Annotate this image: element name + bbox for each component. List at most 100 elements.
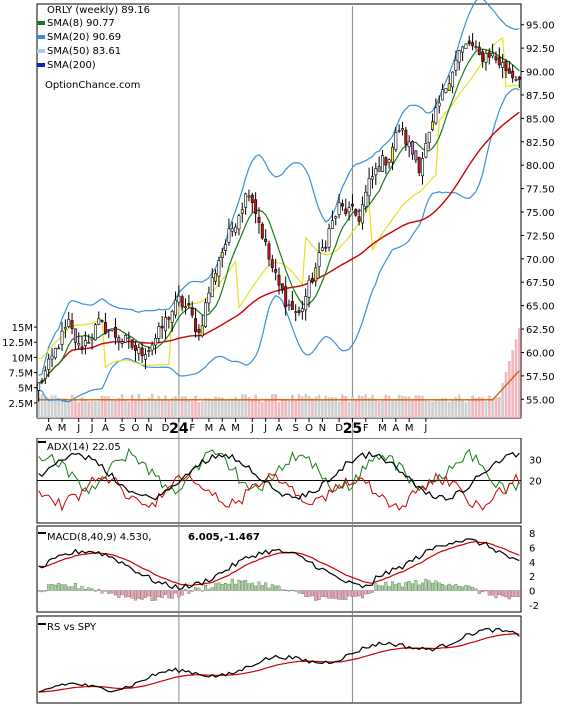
volume-bar	[77, 402, 81, 418]
candle-body	[504, 61, 508, 71]
macd-histogram-bar	[441, 584, 445, 591]
volume-bar	[401, 395, 404, 418]
adx-tick-label: 20	[529, 477, 542, 488]
candle-body	[120, 341, 124, 344]
candle-body	[334, 216, 338, 219]
candle-body	[347, 207, 351, 213]
candle-body	[471, 42, 475, 47]
candle-body	[457, 50, 461, 63]
macd-histogram-bar	[110, 590, 114, 594]
macd-histogram-bar	[217, 582, 221, 591]
candle-body	[53, 348, 57, 359]
candle-body	[461, 46, 465, 53]
volume-bar	[304, 393, 308, 418]
volume-bar	[324, 395, 328, 418]
adx-line	[38, 451, 520, 501]
volume-bar	[230, 398, 234, 418]
candle-body	[317, 252, 321, 267]
volume-bar	[54, 395, 57, 418]
volume-bar	[210, 399, 214, 418]
macd-histogram-bar	[444, 585, 448, 591]
candle-body	[397, 130, 401, 132]
candle-body	[43, 370, 47, 379]
volume-bar	[114, 400, 117, 418]
volume-bar	[487, 395, 491, 418]
macd-histogram-bar	[107, 590, 111, 594]
month-label: F	[363, 423, 369, 434]
macd-histogram-bar	[240, 580, 244, 591]
volume-bar	[87, 401, 91, 418]
candle-body	[200, 325, 204, 337]
legend-label: SMA(200)	[47, 60, 96, 71]
candle-body	[324, 246, 328, 249]
macd-histogram-bar	[337, 590, 341, 600]
volume-bar	[417, 395, 421, 418]
macd-histogram-bar	[37, 590, 41, 592]
candle-body	[140, 347, 144, 357]
volume-bar	[160, 399, 164, 418]
candle-body	[441, 89, 445, 101]
macd-histogram-bar	[364, 590, 368, 595]
candle-body	[384, 157, 388, 166]
candle-body	[210, 277, 214, 298]
macd-histogram-bar	[330, 590, 334, 599]
price-tick-label: 85.00	[526, 114, 555, 125]
legend-swatch	[37, 63, 45, 67]
macd-tick-label: 8	[529, 529, 535, 540]
candle-body	[437, 102, 441, 107]
candle-body	[137, 347, 141, 354]
candle-body	[474, 46, 478, 48]
macd-histogram-bar	[360, 590, 364, 599]
candle-body	[224, 244, 228, 251]
month-label: N	[145, 423, 152, 434]
candle-body	[340, 203, 344, 207]
candle-body	[230, 228, 234, 232]
candle-body	[237, 215, 241, 230]
macd-histogram-bar	[437, 582, 441, 591]
volume-bar	[457, 394, 461, 418]
candle-body	[387, 159, 391, 163]
macd-histogram-bar	[487, 590, 491, 596]
volume-bar	[157, 396, 161, 418]
candle-body	[160, 325, 164, 329]
candle-body	[314, 267, 318, 282]
candle-body	[147, 350, 151, 352]
candle-body	[90, 337, 94, 341]
volume-bar	[264, 398, 267, 418]
macd-histogram-bar	[471, 587, 475, 591]
candle-body	[320, 247, 324, 251]
macd-histogram-bar	[210, 587, 214, 591]
macd-histogram-bar	[70, 586, 74, 591]
macd-histogram-bar	[97, 588, 101, 591]
macd-histogram-bar	[401, 586, 404, 591]
candle-body	[250, 194, 254, 204]
macd-histogram-bar	[280, 589, 284, 591]
month-label: J	[76, 423, 80, 434]
macd-histogram-bar	[187, 590, 191, 594]
macd-histogram-bar	[40, 590, 44, 593]
volume-bar	[451, 399, 454, 418]
candle-body	[451, 71, 455, 88]
volume-tick-label: 5M	[18, 384, 33, 395]
macd-histogram-bar	[73, 583, 77, 591]
volume-bar	[387, 395, 391, 418]
candle-body	[50, 355, 54, 360]
candle-body	[150, 344, 154, 351]
candle-body	[514, 79, 518, 81]
volume-bar	[250, 398, 254, 418]
volume-bar	[137, 393, 141, 418]
volume-bar	[130, 394, 134, 418]
candle-body	[284, 286, 288, 307]
volume-tick-label: 7.5M	[8, 369, 33, 380]
macd-histogram-bar	[307, 590, 311, 597]
candle-body	[170, 310, 174, 323]
volume-bar	[291, 394, 294, 418]
rs-title: RS vs SPY	[47, 622, 97, 633]
candle-body	[421, 158, 424, 177]
candle-body	[350, 203, 354, 207]
volume-bar	[427, 400, 431, 418]
candle-body	[274, 269, 278, 273]
volume-bar	[301, 396, 304, 418]
volume-bar	[134, 399, 137, 418]
price-tick-label: 62.50	[526, 325, 555, 336]
